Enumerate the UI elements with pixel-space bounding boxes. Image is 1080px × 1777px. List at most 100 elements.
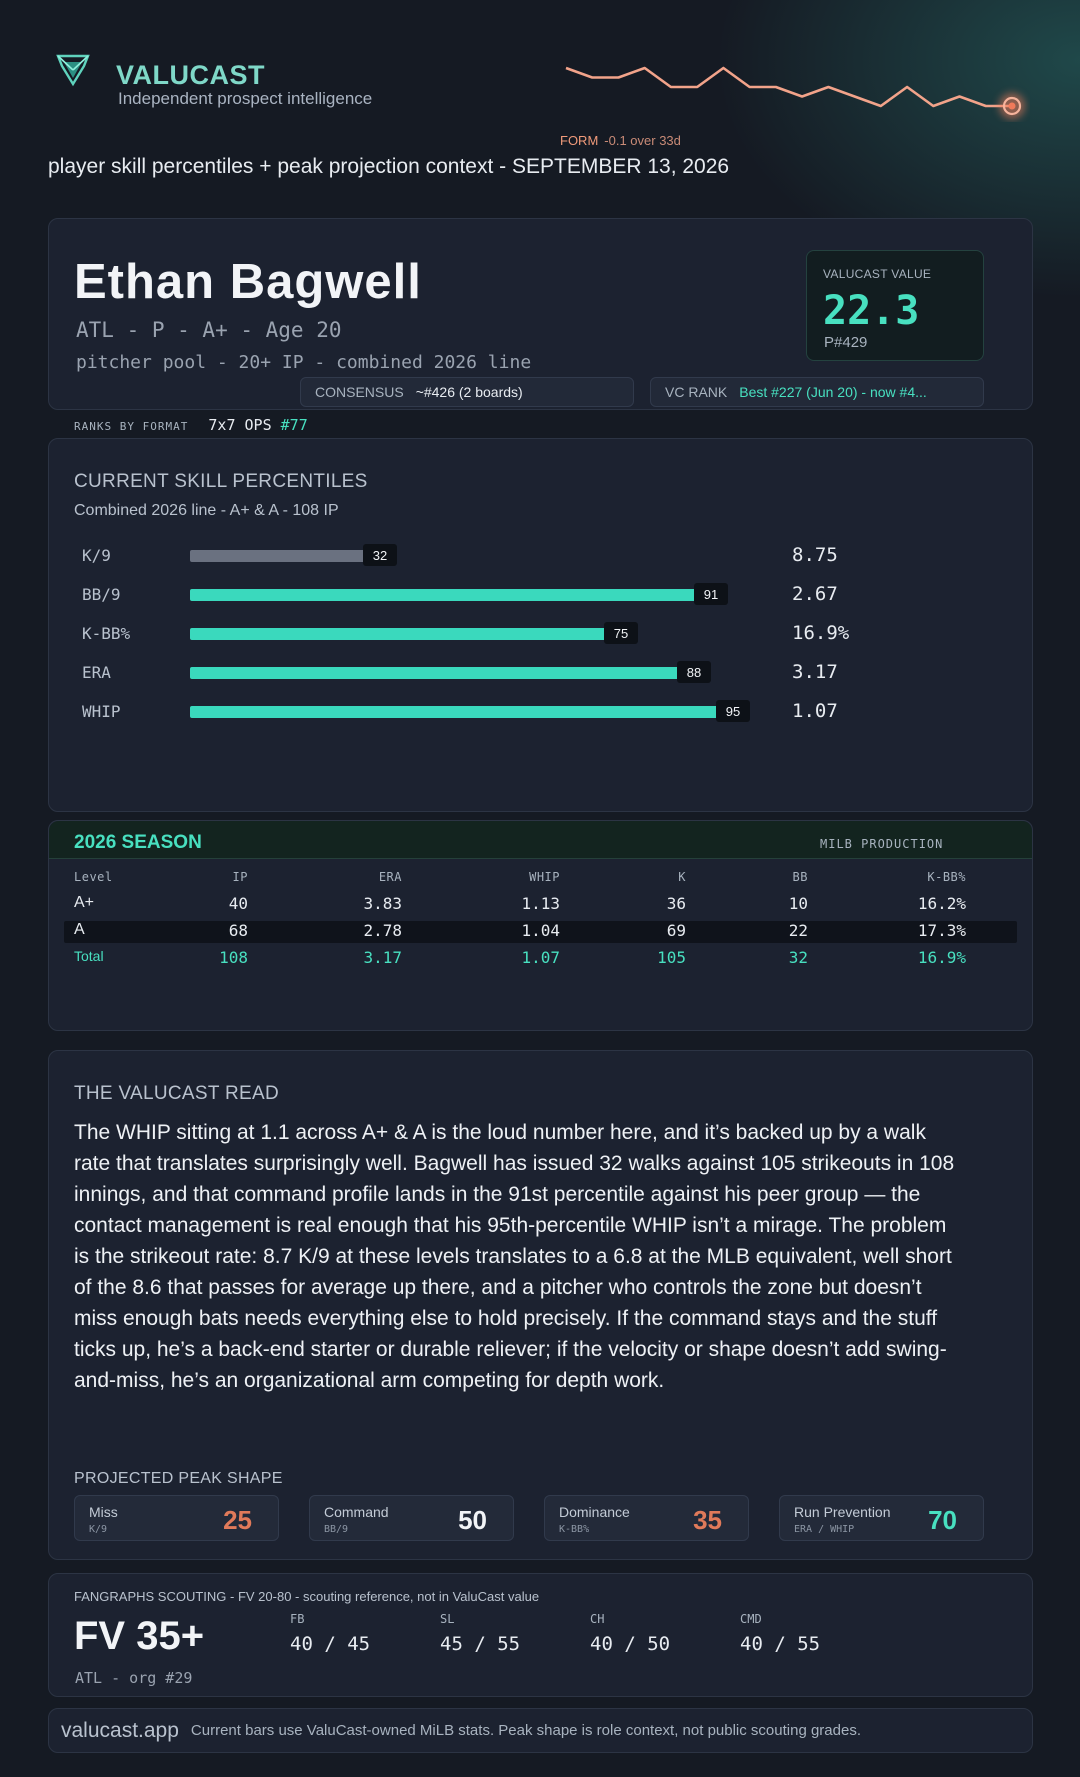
form-sparkline	[565, 66, 1025, 119]
peak-title: PROJECTED PEAK SHAPE	[74, 1470, 283, 1487]
percentile-label: K-BB%	[82, 624, 131, 643]
table-cell: 16.9%	[917, 948, 966, 967]
grade-value: 40 / 50	[590, 1633, 671, 1655]
table-cell: 2.78	[363, 921, 402, 940]
peak-shape-box: Miss K/9 25	[74, 1495, 279, 1541]
table-header-cell: K-BB%	[927, 870, 966, 884]
peak-value: 70	[928, 1505, 957, 1535]
format-name: 7x7 OPS	[208, 416, 272, 434]
table-cell: 105	[657, 948, 686, 967]
percentile-value: 1.07	[792, 700, 838, 722]
table-header-cell: Level	[74, 870, 113, 884]
percentile-label: WHIP	[82, 702, 121, 721]
percentiles-card	[48, 438, 1033, 812]
read-title: THE VALUCAST READ	[74, 1083, 279, 1104]
table-header-cell: BB	[792, 870, 808, 884]
valucast-diamond-icon	[56, 54, 90, 87]
ranks-format: 7x7 OPS #77	[208, 416, 307, 434]
table-cell: 3.17	[363, 948, 402, 967]
player-meta: ATL - P - A+ - Age 20	[76, 318, 342, 342]
percentile-value: 3.17	[792, 661, 838, 683]
season-header	[49, 821, 1032, 859]
form-label: FORM -0.1 over 33d	[560, 133, 681, 148]
table-header-cell: WHIP	[529, 870, 560, 884]
peak-name: Miss	[89, 1504, 118, 1520]
percentile-label: ERA	[82, 663, 111, 682]
percentile-badge: 91	[694, 583, 728, 605]
table-header-cell: ERA	[378, 870, 402, 884]
table-cell: 10	[788, 894, 808, 913]
form-delta: -0.1 over 33d	[604, 133, 681, 148]
vc-rank-value: Best #227 (Jun 20) - now #4...	[739, 384, 927, 400]
brand-tagline: Independent prospect intelligence	[118, 89, 373, 108]
value-number: 22.3	[823, 288, 920, 334]
season-title: 2026 SEASON	[74, 832, 202, 853]
grade-label: CMD	[740, 1612, 762, 1626]
fangraphs-fv: FV 35+	[74, 1614, 205, 1658]
percentile-value: 2.67	[792, 583, 838, 605]
percentile-value: 16.9%	[792, 622, 850, 644]
player-name: Ethan Bagwell	[74, 255, 422, 309]
ranks-label: RANKS BY FORMAT	[74, 420, 189, 433]
percentile-value: 8.75	[792, 544, 838, 566]
brand-name: VALUCAST	[116, 60, 265, 90]
percentiles-subtitle: Combined 2026 line - A+ & A - 108 IP	[74, 502, 339, 519]
table-cell: A	[74, 921, 85, 938]
vc-rank-chip[interactable]: VC RANK Best #227 (Jun 20) - now #4...	[650, 377, 984, 407]
table-row-stripe	[64, 921, 1017, 943]
grade-label: SL	[440, 1612, 455, 1626]
peak-shape-box: Command BB/9 50	[309, 1495, 514, 1541]
percentile-row: WHIP 95 1.07	[82, 700, 982, 724]
consensus-value: ~#426 (2 boards)	[415, 384, 523, 400]
peak-sub: K-BB%	[559, 1524, 590, 1535]
peak-shape-box: Run Prevention ERA / WHIP 70	[779, 1495, 984, 1541]
percentile-badge: 88	[677, 661, 711, 683]
table-cell: 16.2%	[917, 894, 966, 913]
read-card	[48, 1050, 1033, 1560]
percentile-row: K-BB% 75 16.9%	[82, 622, 982, 646]
percentile-label: K/9	[82, 546, 111, 565]
table-header-cell: IP	[232, 870, 248, 884]
fangraphs-card	[48, 1573, 1033, 1697]
page-subtitle: player skill percentiles + peak projecti…	[48, 155, 730, 178]
table-cell: 3.83	[363, 894, 402, 913]
percentiles-title: CURRENT SKILL PERCENTILES	[74, 471, 368, 492]
peak-name: Run Prevention	[794, 1504, 891, 1520]
peak-sub: BB/9	[324, 1524, 349, 1535]
peak-value: 50	[458, 1505, 487, 1535]
percentile-badge: 32	[363, 544, 397, 566]
table-cell: 1.04	[521, 921, 560, 940]
ranks-by-format: RANKS BY FORMAT 7x7 OPS #77	[74, 416, 308, 434]
percentile-bar	[190, 589, 700, 601]
peak-sub: ERA / WHIP	[794, 1524, 855, 1535]
table-cell: A+	[74, 894, 95, 911]
read-body: The WHIP sitting at 1.1 across A+ & A is…	[74, 1121, 955, 1392]
percentile-badge: 95	[716, 700, 750, 722]
percentile-label: BB/9	[82, 585, 121, 604]
vc-rank-label: VC RANK	[665, 384, 728, 400]
format-rank: #77	[280, 416, 308, 434]
table-cell: Total	[74, 948, 104, 964]
player-pool: pitcher pool - 20+ IP - combined 2026 li…	[76, 352, 532, 373]
percentile-row: K/9 32 8.75	[82, 544, 982, 568]
footer-site-link[interactable]: valucast.app	[61, 1718, 179, 1742]
consensus-chip[interactable]: CONSENSUS ~#426 (2 boards)	[300, 377, 634, 407]
table-cell: 22	[788, 921, 808, 940]
form-label-text: FORM	[560, 133, 599, 148]
table-cell: 108	[219, 948, 248, 967]
grade-label: CH	[590, 1612, 605, 1626]
table-cell: 68	[228, 921, 248, 940]
grade-label: FB	[290, 1612, 305, 1626]
grade-value: 40 / 55	[740, 1633, 821, 1655]
percentile-bar	[190, 550, 369, 562]
percentile-row: BB/9 91 2.67	[82, 583, 982, 607]
value-rank: P#429	[824, 334, 868, 351]
peak-name: Dominance	[559, 1504, 630, 1520]
grade-value: 45 / 55	[440, 1633, 521, 1655]
value-label: VALUCAST VALUE	[823, 267, 932, 281]
consensus-label: CONSENSUS	[315, 384, 404, 400]
season-tag: MILB PRODUCTION	[820, 837, 944, 851]
table-cell: 40	[228, 894, 248, 913]
footer-note: Current bars use ValuCast-owned MiLB sta…	[190, 1722, 861, 1739]
table-cell: 1.07	[521, 948, 560, 967]
